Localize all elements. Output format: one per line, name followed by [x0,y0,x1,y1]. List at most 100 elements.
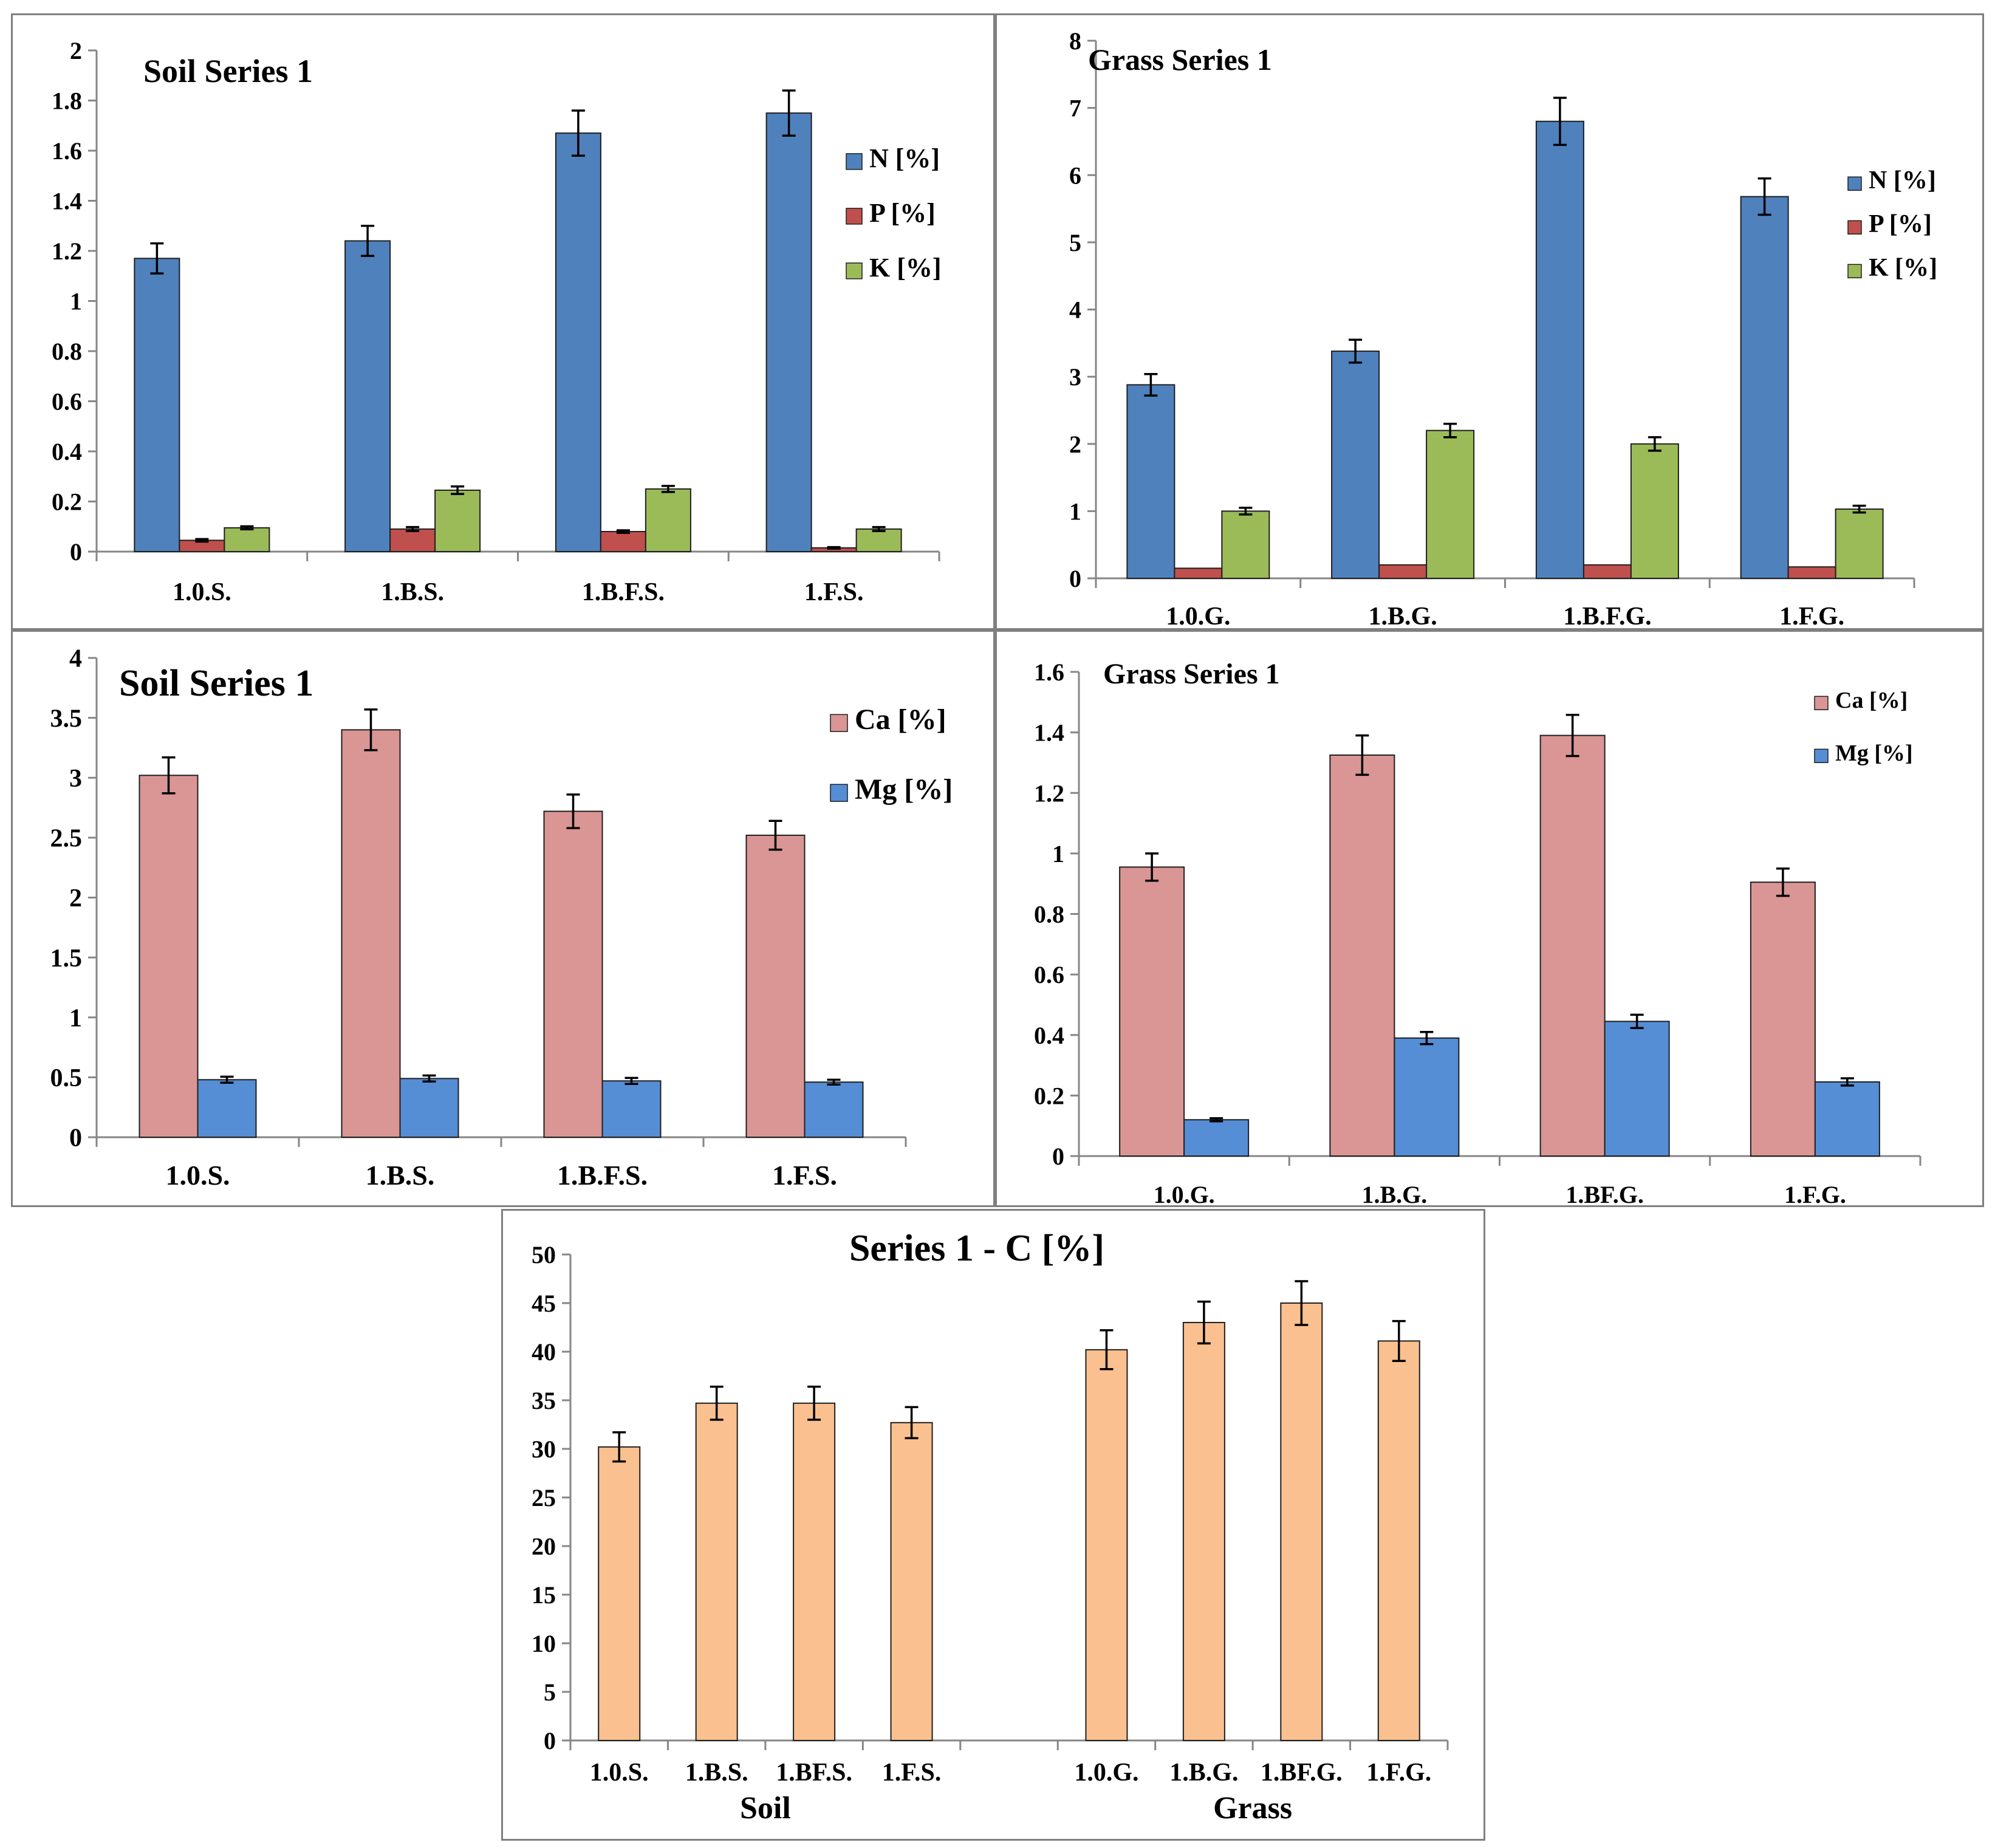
category-label: 1.B.G. [1361,1181,1427,1208]
y-tick-label: 35 [532,1387,556,1414]
error-bar [240,525,254,531]
legend-label-mg: Mg [%] [855,773,953,806]
legend-label-n: N [%] [1869,166,1936,194]
bar-c [695,1402,738,1741]
y-tick-label: 0.6 [52,388,82,416]
error-bar [566,793,580,829]
error-bar [150,242,164,275]
error-bar [782,89,796,137]
category-label: 1.B.G. [1369,603,1437,631]
y-tick-label: 1.4 [52,188,82,215]
bar-p [1174,567,1223,579]
bar-n [1126,384,1175,580]
error-bar [451,485,465,495]
bar-mg [1183,1119,1250,1157]
error-bar [1145,852,1159,882]
bar-k [434,489,481,552]
error-bar [1840,1077,1854,1087]
y-tick-label: 5 [1069,229,1081,256]
chart-grass-camg: 0 0.2 0.4 0.6 0.8 1 1.2 1.4 1.6 1.0.G. 1.B.G. 1.BF.… [1034,658,1921,1208]
y-tick-label: 2 [70,37,82,64]
error-bar [1776,868,1790,897]
error-bar [1239,507,1253,516]
error-bar [1144,372,1158,397]
y-tick-label: 7 [1069,95,1081,122]
y-tick-label: 2 [69,885,82,912]
category-label: 1.B.F.S. [582,578,665,606]
y-tick-label: 0 [1052,1143,1064,1170]
error-bar [872,525,886,532]
bar-k [1835,508,1884,580]
y-tick-label: 1.8 [52,87,82,115]
chart-title: Grass Series 1 [1088,43,1272,77]
bar-c [890,1422,933,1741]
error-bar [220,1075,234,1084]
y-tick-label: 1.6 [1034,659,1064,686]
panel-soil-npk: 0 0.2 0.4 0.6 0.8 1 1.2 1.4 1.6 1.8 2 1.0.S. 1.B.S. 1… [11,13,995,630]
bar-c [598,1446,641,1741]
bar-n [1331,351,1380,580]
error-bar [162,756,176,795]
legend-swatch-mg [830,784,848,802]
y-tick-label: 1 [1052,840,1064,868]
y-tick-label: 0.2 [52,488,82,516]
error-bar [1355,734,1369,776]
chart-title: Soil Series 1 [119,663,313,704]
legend-label-p: P [%] [1869,210,1932,238]
bar-mg [1604,1021,1670,1157]
y-tick-label: 1 [70,288,82,315]
category-label: 1.0.S. [165,1160,230,1191]
category-label: 1.F.G. [1779,603,1844,631]
category-label: 1.0.G. [1154,1181,1215,1208]
category-label: 1.0.S. [173,578,231,606]
bar-k [645,488,691,552]
y-tick-label: 3 [69,765,82,793]
bar-mg [197,1079,257,1138]
legend-swatch-p [846,208,863,225]
y-tick-label: 5 [544,1679,556,1706]
chart-title: Series 1 - C [%] [849,1228,1104,1269]
legend-label-k: K [%] [1869,254,1937,282]
panel-soil-camg: 0 0.5 1 1.5 2 2.5 3 3.5 4 1.0.S. 1.B.S. 1.B.F.S. 1.F… [11,630,995,1207]
bar-c [1085,1349,1128,1742]
legend-label-ca: Ca [%] [1835,688,1908,713]
bar-mg [804,1081,864,1138]
bar-ca [1750,881,1816,1157]
category-label: 1.B.G. [1169,1759,1238,1787]
error-bar [1852,504,1866,514]
y-tick-label: 20 [532,1533,556,1560]
error-bar [1392,1319,1406,1362]
error-bar [768,820,782,851]
legend-swatch-ca [830,714,848,732]
error-bar [1443,422,1457,439]
bar-k [1426,429,1475,579]
category-label: 1.BF.S. [776,1759,852,1787]
chart-title: Grass Series 1 [1103,658,1280,690]
error-bar [612,1431,626,1463]
legend-label-n: N [%] [869,143,940,173]
error-bar [1553,97,1567,146]
category-label: 1.0.S. [590,1759,649,1787]
chart-soil-camg: 0 0.5 1 1.5 2 2.5 3 3.5 4 1.0.S. 1.B.S. 1.B.F.S. 1.F… [50,645,953,1191]
bar-k [855,528,902,552]
y-tick-label: 15 [532,1581,556,1609]
category-label: 1.0.G. [1074,1759,1138,1787]
bar-ca [543,810,603,1138]
bar-k [1630,443,1679,579]
panel-grass-npk: 0 1 2 3 4 5 6 7 8 1.0.G. 1.B.G. 1.B.F.G. 1.F.G. Grass… [995,13,1984,631]
chart-carbon: 0 5 10 15 20 25 30 35 40 45 50 1.0.S. 1.B.S. 1.BF.S. 1… [532,1228,1449,1826]
y-tick-label: 3.5 [50,705,83,733]
bar-c [1280,1302,1323,1741]
y-tick-label: 2.5 [50,825,83,853]
chart-soil-npk: 0 0.2 0.4 0.6 0.8 1 1.2 1.4 1.6 1.8 2 1.0.S. 1.B.S. 1… [52,37,942,606]
y-tick-label: 0 [70,538,82,566]
error-bar [195,538,209,543]
y-tick-label: 4 [69,645,82,673]
category-label: 1.F.S. [882,1759,942,1787]
y-tick-label: 1 [1069,498,1081,525]
legend-swatch-mg [1814,748,1829,764]
y-tick-label: 40 [532,1338,556,1366]
legend-swatch-ca [1814,696,1829,711]
error-bar [807,1385,821,1421]
legend-swatch-p [1847,220,1862,235]
